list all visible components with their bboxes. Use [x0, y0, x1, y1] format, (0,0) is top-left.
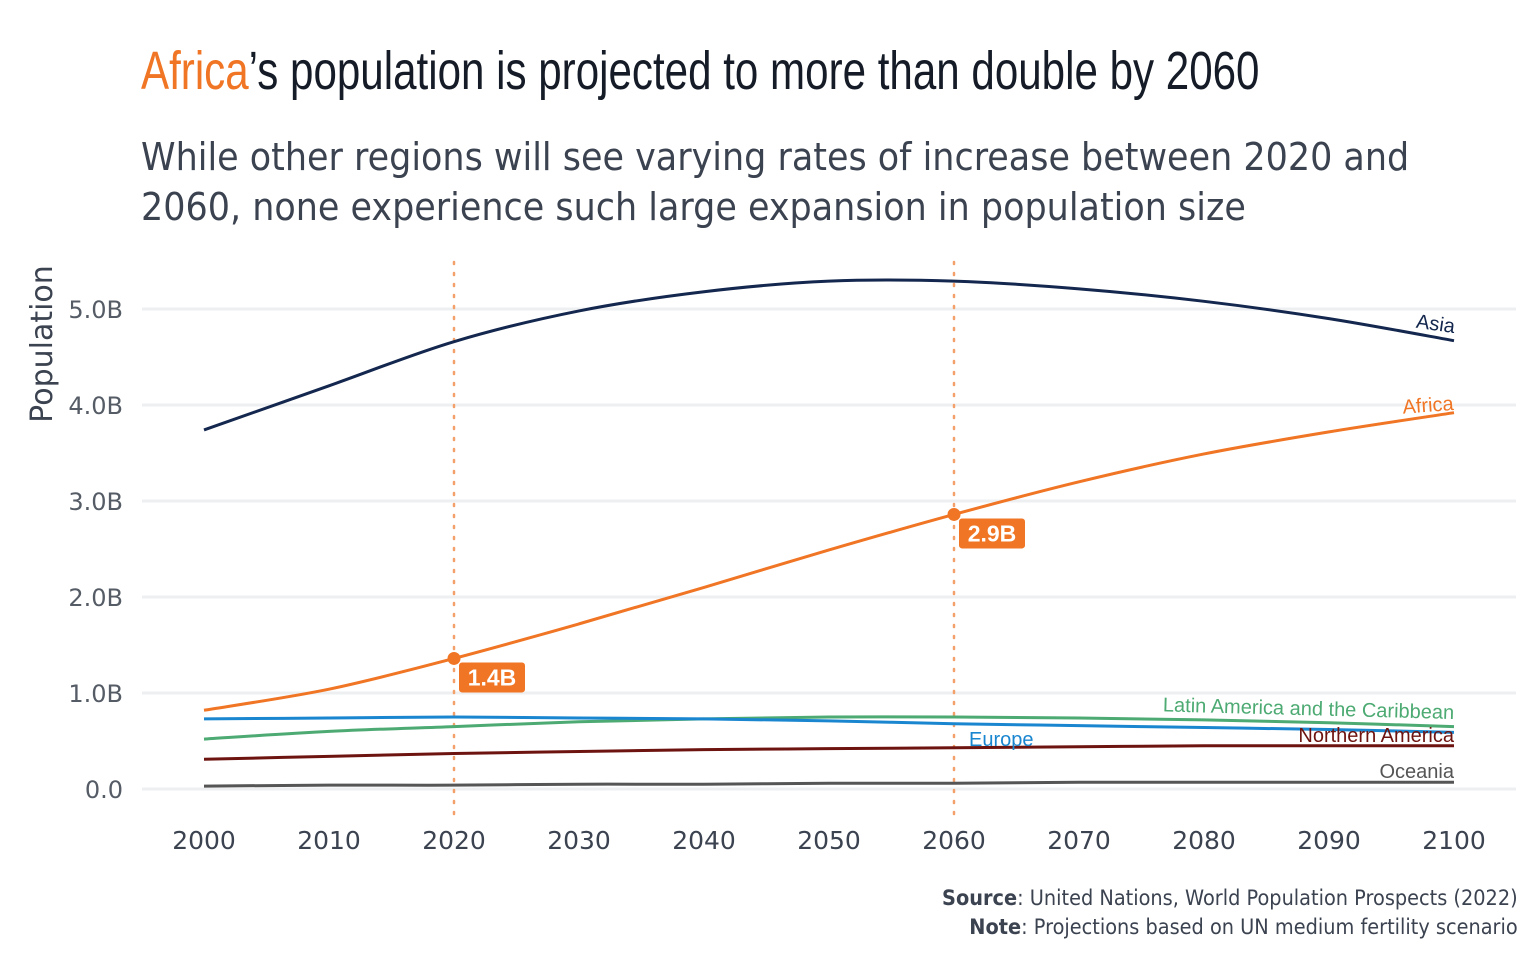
y-axis-label: Population — [25, 265, 60, 423]
x-tick-label: 2010 — [297, 826, 361, 855]
x-tick-label: 2000 — [172, 826, 236, 855]
series-line-asia — [203, 278, 1455, 432]
y-tick-label: 3.0B — [68, 488, 123, 516]
source-text: : United Nations, World Population Prosp… — [1017, 886, 1518, 910]
series-line-latin-america-and-the-caribbean — [203, 715, 1455, 741]
annotation-point — [447, 651, 461, 665]
series-label-europe: Europe — [969, 729, 1034, 751]
annotation-badge — [459, 662, 525, 693]
annotation-label: 1.4B — [468, 664, 517, 690]
x-tick-label: 2040 — [672, 826, 736, 855]
x-axis-ticks: 2000 2010 2020 2030 2040 2050 2060 2070 2080 2090… — [172, 826, 1486, 855]
x-tick-label: 2090 — [1297, 826, 1361, 855]
source-line: Source: United Nations, World Population… — [942, 884, 1518, 913]
x-tick-label: 2070 — [1047, 826, 1111, 855]
note-label: Note — [969, 915, 1022, 939]
y-axis-ticks: 0.0 1.0B 2.0B 3.0B 4.0B 5.0B — [68, 296, 123, 804]
annotation-2020: 1.4B — [447, 651, 525, 693]
annotation-label: 2.9B — [968, 520, 1017, 546]
series-lines — [203, 278, 1455, 788]
x-tick-label: 2030 — [547, 826, 611, 855]
series-line-northern-america — [203, 744, 1454, 761]
chart-title: Africa’s population is projected to more… — [141, 40, 1259, 102]
y-tick-label: 5.0B — [68, 296, 123, 324]
series-label-africa: Africa — [1402, 393, 1455, 419]
x-tick-label: 2050 — [797, 826, 861, 855]
chart-title-rest: ’s population is projected to more than … — [248, 41, 1260, 101]
series-label-northern-america: Northern America — [1298, 725, 1454, 747]
annotation-2060: 2.9B — [947, 507, 1025, 549]
x-tick-label: 2080 — [1172, 826, 1236, 855]
x-tick-label: 2060 — [922, 826, 986, 855]
y-tick-label: 1.0B — [68, 680, 123, 708]
note-text: : Projections based on UN medium fertili… — [1021, 915, 1518, 939]
source-label: Source — [942, 886, 1018, 910]
annotation-point — [947, 507, 961, 521]
series-line-africa — [203, 411, 1455, 712]
reference-lines — [452, 260, 956, 817]
chart-subtitle: While other regions will see varying rat… — [141, 135, 1410, 229]
annotation-badge — [959, 518, 1025, 549]
chart-title-highlight: Africa — [141, 41, 249, 101]
x-tick-label: 2020 — [422, 826, 486, 855]
series-line-europe — [203, 715, 1455, 734]
chart-footer: Source: United Nations, World Population… — [942, 884, 1518, 942]
annotations: 1.4B 2.9B — [447, 507, 1025, 693]
series-label-oceania: Oceania — [1380, 761, 1455, 783]
gridlines — [142, 307, 1516, 791]
series-line-oceania — [203, 780, 1454, 788]
note-line: Note: Projections based on UN medium fer… — [942, 913, 1518, 942]
series-label-asia: Asia — [1415, 311, 1457, 338]
y-tick-label: 4.0B — [68, 392, 123, 420]
y-tick-label: 2.0B — [68, 584, 123, 612]
y-tick-label: 0.0 — [85, 776, 123, 804]
x-tick-label: 2100 — [1422, 826, 1486, 855]
